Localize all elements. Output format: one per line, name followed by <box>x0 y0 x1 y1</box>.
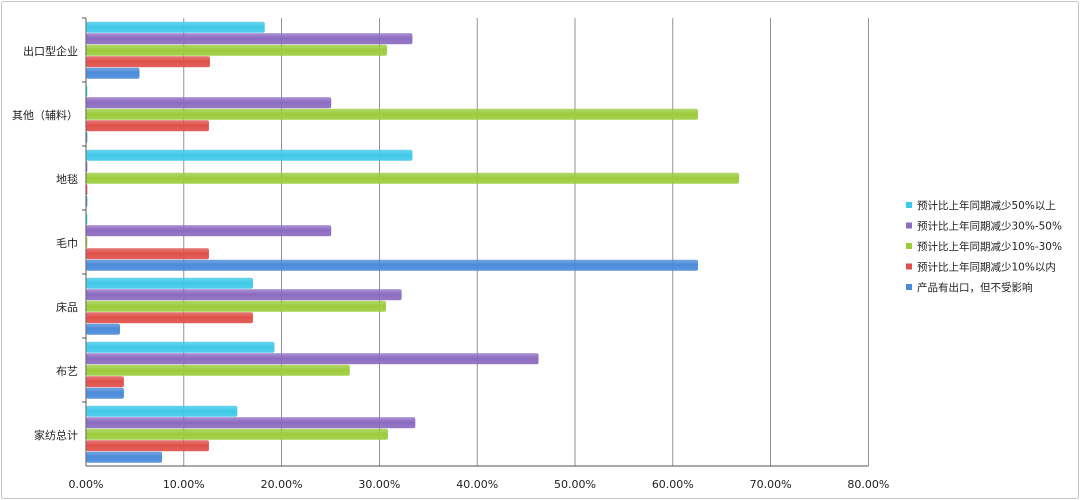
bar <box>86 67 140 79</box>
bar <box>86 341 275 353</box>
legend-label: 预计比上年同期减少10%以内 <box>917 261 1056 274</box>
bar <box>86 277 253 289</box>
bar <box>86 172 740 184</box>
legend-swatch <box>906 284 912 290</box>
legend-label: 预计比上年同期减少10%-30% <box>917 240 1062 253</box>
bar <box>86 108 698 120</box>
legend-swatch <box>906 222 912 229</box>
bar <box>86 184 88 196</box>
bar <box>86 21 265 33</box>
category-label: 毛巾 <box>56 236 78 250</box>
bar <box>86 44 387 56</box>
category-label: 布艺 <box>56 365 78 378</box>
legend-swatch <box>906 263 912 270</box>
bar <box>86 417 416 429</box>
bar <box>86 131 88 143</box>
bar <box>86 56 210 68</box>
x-tick-label: 20.00% <box>261 478 303 491</box>
bar <box>86 364 350 376</box>
x-tick-label: 50.00% <box>554 478 596 491</box>
bar <box>86 149 413 161</box>
bar <box>86 440 209 452</box>
category-label: 其他（辅料） <box>12 108 78 122</box>
legend-label: 预计比上年同期减少30%-50% <box>917 220 1062 233</box>
bar <box>86 428 388 440</box>
x-tick-label: 60.00% <box>652 478 694 491</box>
bar <box>86 195 88 207</box>
bar <box>86 120 209 132</box>
category-label: 家纺总计 <box>34 428 78 442</box>
x-tick-label: 80.00% <box>847 478 889 491</box>
bar <box>86 213 88 225</box>
legend-swatch <box>906 243 912 249</box>
bar <box>86 97 332 109</box>
x-tick-label: 40.00% <box>456 478 498 491</box>
bar <box>86 85 88 97</box>
legend-label: 预计比上年同期减少50%以上 <box>917 199 1056 212</box>
bar <box>86 300 386 312</box>
x-tick-label: 0.00% <box>69 478 104 491</box>
x-tick-label: 10.00% <box>163 478 205 491</box>
legend-label: 产品有出口，但不受影响 <box>917 281 1033 294</box>
bar <box>86 312 253 324</box>
bar <box>86 259 698 271</box>
bar <box>86 33 413 45</box>
bar <box>86 353 539 365</box>
bar <box>86 323 120 335</box>
bar <box>86 248 209 260</box>
bar <box>86 225 332 237</box>
bar <box>86 405 238 417</box>
bar <box>86 236 88 248</box>
bar <box>86 451 163 463</box>
x-tick-label: 70.00% <box>750 478 792 491</box>
bar <box>86 376 124 388</box>
bar <box>86 161 88 173</box>
bar <box>86 289 402 301</box>
category-label: 出口型企业 <box>23 44 78 58</box>
x-tick-label: 30.00% <box>358 478 400 491</box>
bar <box>86 387 124 399</box>
category-label: 床品 <box>56 300 78 314</box>
category-label: 地毯 <box>56 172 78 186</box>
legend-swatch <box>906 202 912 208</box>
